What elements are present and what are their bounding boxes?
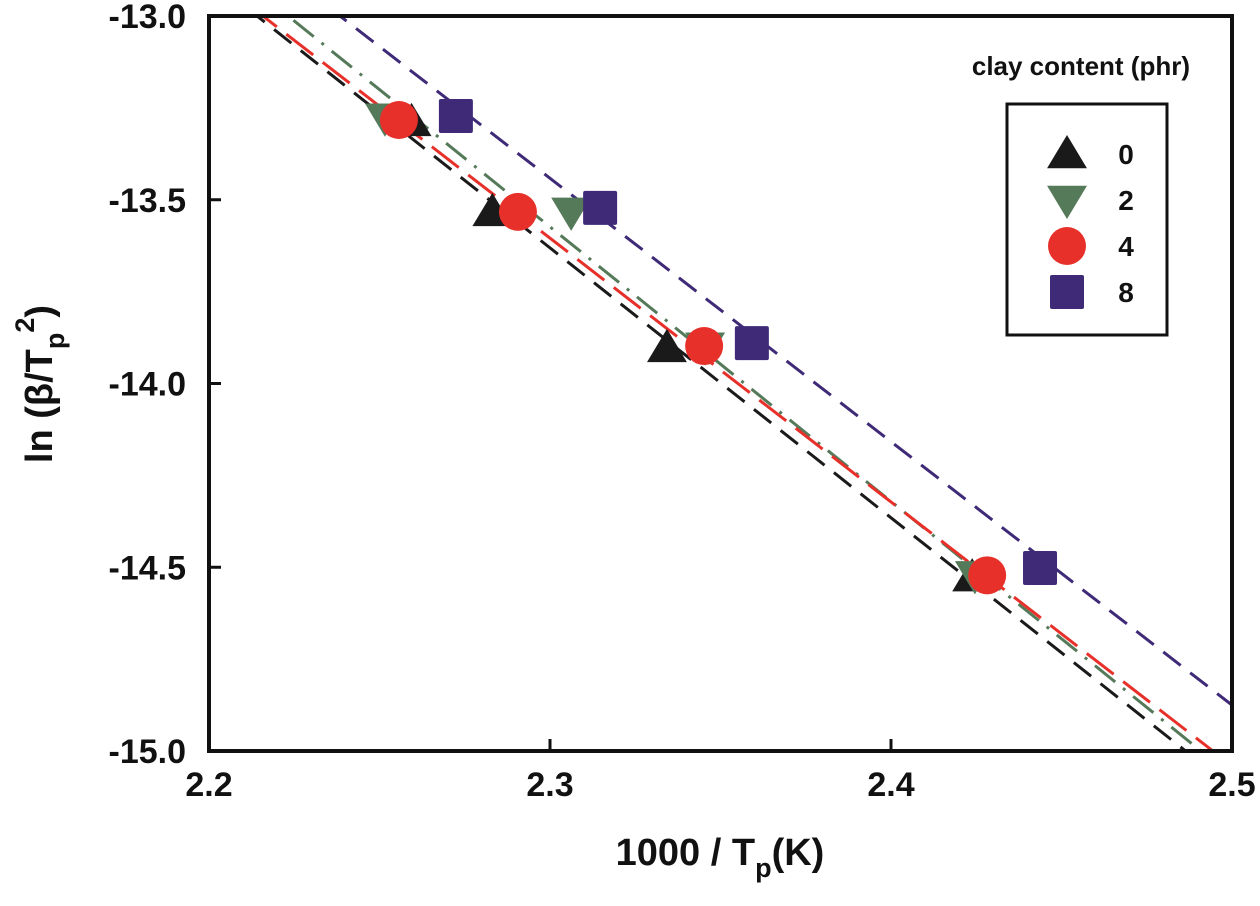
y-tick-label: -14.0 — [109, 366, 187, 404]
y-tick-label: -13.5 — [109, 182, 187, 220]
legend-marker-2 — [1047, 185, 1087, 219]
data-point-4 — [498, 192, 537, 231]
data-point-4 — [685, 327, 724, 366]
data-point-0 — [647, 328, 687, 363]
y-axis: -13.0 -13.5 -14.0 -14.5 -15.0 — [109, 0, 221, 771]
y-tick-label: -13.0 — [109, 0, 187, 36]
y-tick-label: -15.0 — [109, 733, 187, 771]
y-axis-title: ln (β/Tp2) — [10, 305, 70, 463]
legend-title: clay content (phr) — [972, 51, 1190, 81]
data-points — [365, 98, 1058, 595]
data-point-4 — [379, 101, 418, 140]
legend-marker-0 — [1047, 135, 1087, 169]
data-point-8 — [734, 326, 769, 361]
data-point-8 — [1023, 550, 1058, 585]
legend: 0 2 4 8 — [1047, 135, 1134, 309]
legend-label: 0 — [1118, 139, 1134, 170]
fit-line-0 — [254, 16, 1189, 751]
x-tick-label: 2.3 — [526, 766, 573, 804]
fit-line-8 — [337, 16, 1232, 707]
data-point-4 — [968, 556, 1007, 595]
legend-label: 4 — [1118, 231, 1134, 262]
legend-label: 2 — [1118, 185, 1134, 216]
data-point-8 — [438, 98, 473, 133]
legend-marker-8 — [1050, 275, 1084, 309]
fit-line-4 — [260, 16, 1216, 751]
x-tick-label: 2.2 — [185, 766, 232, 804]
fit-lines — [254, 16, 1232, 751]
x-tick-label: 2.4 — [867, 766, 914, 804]
y-tick-label: -14.5 — [109, 549, 187, 587]
data-point-8 — [583, 190, 618, 225]
data-point-2 — [551, 197, 592, 231]
legend-label: 8 — [1118, 277, 1134, 308]
x-axis-title: 1000 / Tp(K) — [616, 832, 825, 883]
legend-box — [1005, 102, 1169, 337]
legend-marker-4 — [1048, 227, 1086, 265]
fit-line-2 — [285, 16, 1204, 751]
x-tick-label: 2.5 — [1208, 766, 1255, 804]
x-axis: 2.2 2.3 2.4 2.5 — [185, 739, 1256, 804]
